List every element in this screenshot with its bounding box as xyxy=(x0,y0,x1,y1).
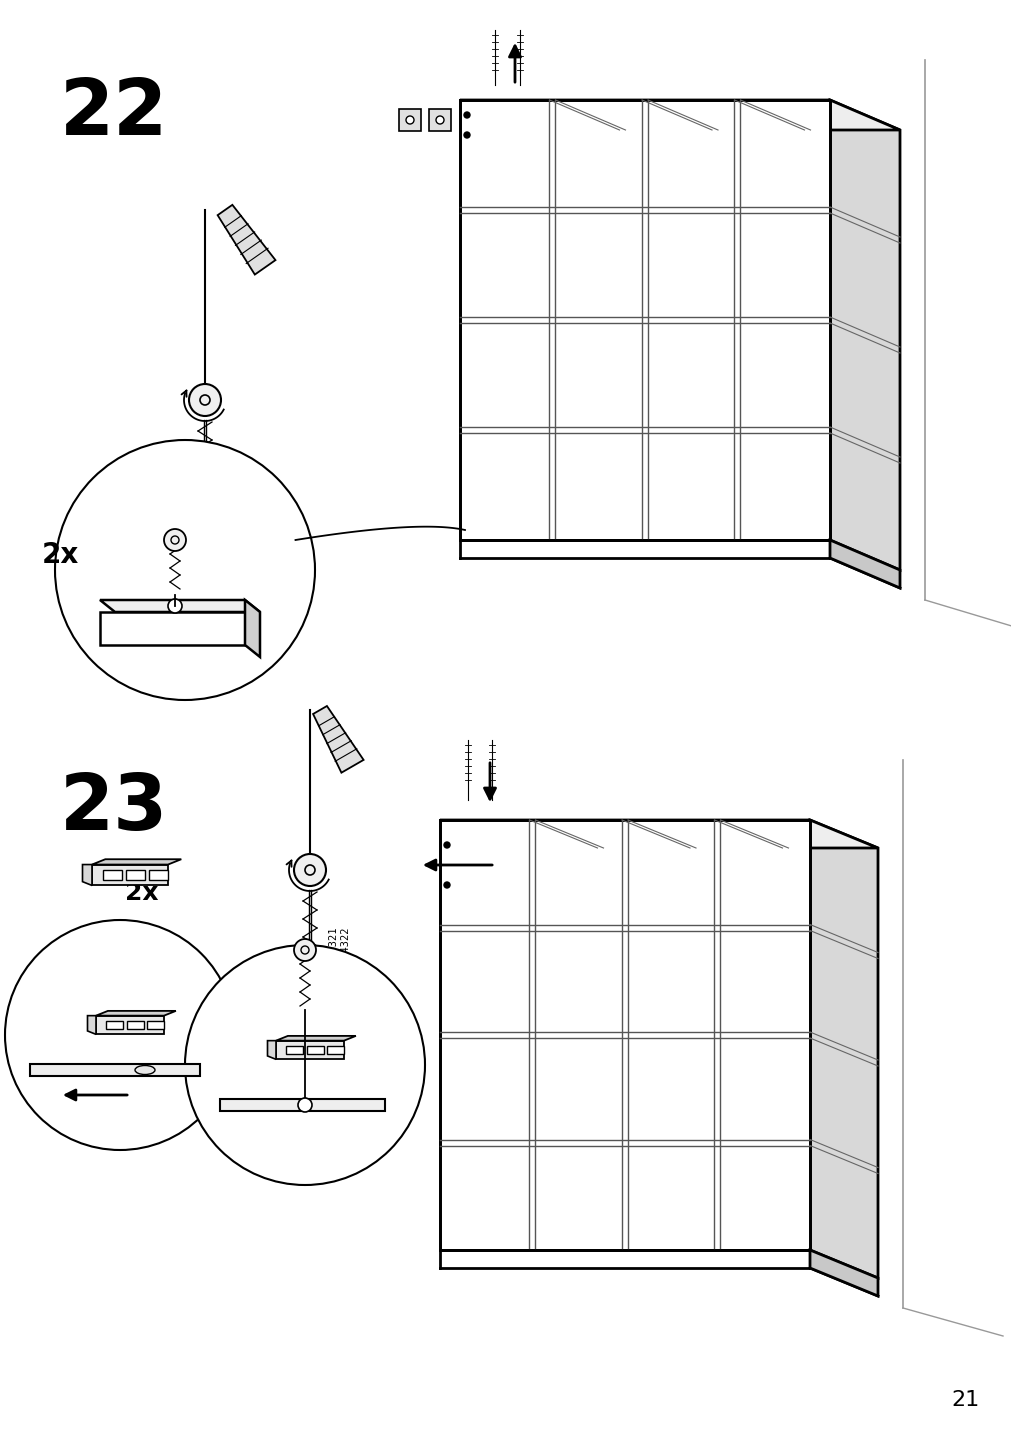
Circle shape xyxy=(185,945,425,1186)
Circle shape xyxy=(294,853,326,886)
Polygon shape xyxy=(96,1015,164,1034)
Circle shape xyxy=(304,865,314,875)
Circle shape xyxy=(297,1098,311,1113)
Polygon shape xyxy=(100,611,245,644)
Text: 21: 21 xyxy=(950,1390,979,1411)
Polygon shape xyxy=(149,871,168,879)
Polygon shape xyxy=(829,540,899,589)
Circle shape xyxy=(164,528,186,551)
Circle shape xyxy=(405,116,413,125)
Polygon shape xyxy=(92,859,181,865)
Circle shape xyxy=(55,440,314,700)
Polygon shape xyxy=(809,1250,878,1296)
Polygon shape xyxy=(103,871,122,879)
Polygon shape xyxy=(312,706,363,773)
Polygon shape xyxy=(429,109,451,130)
Polygon shape xyxy=(219,1098,384,1111)
Polygon shape xyxy=(126,1021,144,1030)
Polygon shape xyxy=(126,871,145,879)
Polygon shape xyxy=(276,1041,344,1060)
Polygon shape xyxy=(286,1045,303,1054)
Circle shape xyxy=(168,599,182,613)
Polygon shape xyxy=(92,865,168,885)
Polygon shape xyxy=(245,600,260,657)
Polygon shape xyxy=(809,821,878,1277)
Polygon shape xyxy=(147,1021,164,1030)
Polygon shape xyxy=(106,1021,123,1030)
Polygon shape xyxy=(306,1045,324,1054)
Polygon shape xyxy=(327,1045,344,1054)
Text: 2x: 2x xyxy=(42,541,79,569)
Text: 22: 22 xyxy=(60,74,168,150)
Circle shape xyxy=(5,919,235,1150)
Polygon shape xyxy=(83,865,92,885)
Polygon shape xyxy=(460,100,899,130)
Circle shape xyxy=(444,842,450,848)
Polygon shape xyxy=(460,100,829,540)
Circle shape xyxy=(463,132,469,137)
Ellipse shape xyxy=(134,1065,155,1074)
Polygon shape xyxy=(829,100,899,570)
Polygon shape xyxy=(100,600,260,611)
Text: 104321
104322: 104321 104322 xyxy=(328,925,349,962)
Polygon shape xyxy=(87,1015,96,1034)
Text: 2x: 2x xyxy=(125,881,159,905)
Polygon shape xyxy=(276,1035,356,1041)
Circle shape xyxy=(294,939,315,961)
Circle shape xyxy=(436,116,444,125)
Circle shape xyxy=(200,395,210,405)
Circle shape xyxy=(171,536,179,544)
Circle shape xyxy=(300,947,308,954)
Polygon shape xyxy=(440,821,878,848)
Circle shape xyxy=(463,112,469,117)
Polygon shape xyxy=(217,205,275,275)
Polygon shape xyxy=(440,821,809,1250)
Text: 23: 23 xyxy=(60,770,168,846)
Circle shape xyxy=(189,384,220,417)
Polygon shape xyxy=(96,1011,176,1015)
Circle shape xyxy=(444,882,450,888)
Polygon shape xyxy=(398,109,421,130)
Polygon shape xyxy=(267,1041,276,1060)
Polygon shape xyxy=(30,1064,200,1075)
Text: 104321
104322: 104321 104322 xyxy=(222,460,245,497)
